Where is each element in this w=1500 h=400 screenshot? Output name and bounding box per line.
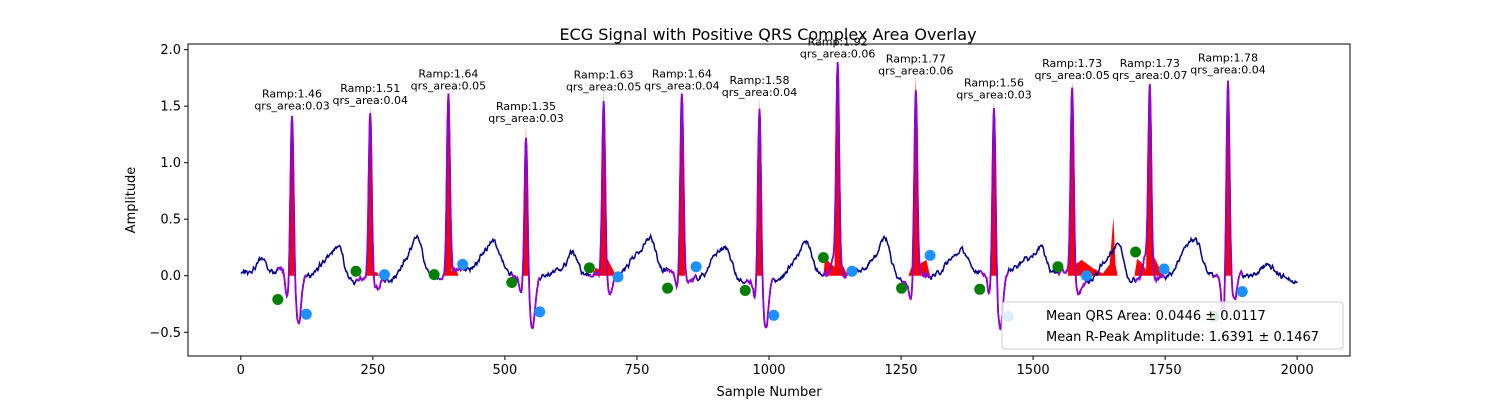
- x-tick-label: 1750: [1149, 363, 1182, 378]
- y-axis-label: Amplitude: [124, 167, 139, 234]
- qrs-area-fill: [678, 90, 685, 276]
- qrs-area-annotation: qrs_area:0.05: [566, 80, 641, 93]
- legend-entry-qrs-area: Mean QRS Area: 0.0446 ± 0.0117: [1046, 309, 1266, 324]
- x-axis-label: Sample Number: [716, 385, 822, 400]
- qrs-offset-marker: [300, 308, 312, 320]
- qrs-onset-marker: [739, 284, 751, 296]
- r-amp-annotation: Ramp:1.35: [496, 100, 556, 113]
- qrs-area-annotation: qrs_area:0.03: [488, 112, 563, 125]
- qrs-offset-marker: [690, 261, 702, 273]
- x-tick-label: 250: [360, 363, 385, 378]
- x-axis: 0 250 500 750 1000 1250 1500 1750 2000: [237, 356, 1314, 378]
- qrs-area-annotation: qrs_area:0.03: [956, 88, 1031, 101]
- qrs-segment: [1134, 84, 1165, 285]
- r-amp-annotation: Ramp:1.92: [808, 36, 868, 49]
- r-amp-annotation: Ramp:1.77: [886, 53, 946, 66]
- qrs-onset-marker: [583, 262, 595, 274]
- qrs-segment: [276, 116, 307, 325]
- qrs-offset-marker: [612, 271, 624, 283]
- qrs-area-annotation: qrs_area:0.04: [332, 94, 407, 107]
- y-tick-label: 0.5: [160, 213, 181, 228]
- qrs-onset-marker: [662, 282, 674, 294]
- qrs-area-annotation: qrs_area:0.05: [1034, 69, 1109, 82]
- r-amp-annotation: Ramp:1.51: [340, 82, 400, 95]
- legend-entry-r-peak-amplitude: Mean R-Peak Amplitude: 1.6391 ± 0.1467: [1046, 330, 1319, 345]
- qrs-area-annotation: qrs_area:0.03: [254, 100, 329, 113]
- qrs-offset-marker: [768, 309, 780, 321]
- qrs-onset-marker: [350, 265, 362, 277]
- beat-annotations: Ramp:1.46qrs_area:0.03Ramp:1.51qrs_area:…: [254, 36, 1265, 125]
- qrs-area-fill: [592, 91, 616, 276]
- x-tick-label: 750: [625, 363, 650, 378]
- qrs-onset-marker: [896, 282, 908, 294]
- qrs-offset-marker: [846, 265, 858, 277]
- y-tick-label: 2.0: [160, 43, 181, 58]
- x-tick-label: 1250: [884, 363, 917, 378]
- qrs-area-annotation: qrs_area:0.07: [1112, 69, 1187, 82]
- qrs-area-annotation: qrs_area:0.04: [722, 86, 797, 99]
- qrs-area-fill: [823, 58, 849, 276]
- r-amp-annotation: Ramp:1.58: [729, 74, 789, 87]
- qrs-area-annotation: qrs_area:0.04: [1190, 64, 1265, 77]
- qrs-onset-marker: [1130, 246, 1142, 258]
- qrs-segment: [979, 107, 1010, 331]
- qrs-offset-marker: [1158, 263, 1170, 275]
- r-amp-annotation: Ramp:1.73: [1120, 57, 1180, 70]
- qrs-offset-marker: [1236, 286, 1248, 298]
- r-amp-annotation: Ramp:1.56: [964, 76, 1024, 89]
- qrs-segment: [355, 113, 386, 291]
- qrs-segment: [666, 93, 697, 291]
- qrs-segment: [589, 101, 619, 296]
- qrs-offset-marker: [378, 269, 390, 281]
- r-amp-annotation: Ramp:1.64: [418, 67, 478, 80]
- qrs-offset-marker: [457, 258, 469, 270]
- y-tick-label: 0.0: [160, 269, 181, 284]
- qrs-offset-marker: [534, 306, 546, 318]
- r-amp-annotation: Ramp:1.63: [574, 68, 634, 81]
- qrs-area-annotation: qrs_area:0.04: [644, 79, 719, 92]
- qrs-segment: [433, 93, 464, 281]
- qrs-segment: [1212, 80, 1244, 317]
- y-axis: −0.5 0.0 0.5 1.0 1.5 2.0: [149, 43, 188, 341]
- y-tick-label: −0.5: [149, 326, 181, 341]
- x-tick-label: 0: [237, 363, 245, 378]
- qrs-area-annotation: qrs_area:0.05: [411, 79, 486, 92]
- qrs-segment: [510, 137, 541, 330]
- r-amp-annotation: Ramp:1.78: [1198, 52, 1258, 65]
- r-amp-annotation: Ramp:1.64: [652, 67, 712, 80]
- qrs-area-annotation: qrs_area:0.06: [878, 65, 953, 78]
- qrs-segment: [744, 108, 774, 329]
- qrs-offset-marker: [924, 249, 936, 261]
- qrs-onset-marker: [506, 277, 518, 289]
- y-tick-label: 1.0: [160, 156, 181, 171]
- qrs-area-fill: [1068, 80, 1118, 276]
- x-tick-label: 1000: [752, 363, 785, 378]
- r-amp-annotation: Ramp:1.73: [1042, 57, 1102, 70]
- qrs-onset-marker: [974, 283, 986, 295]
- qrs-area-fill: [289, 110, 295, 276]
- x-tick-label: 2000: [1281, 363, 1314, 378]
- y-tick-label: 1.5: [160, 100, 181, 115]
- legend: Mean QRS Area: 0.0446 ± 0.0117 Mean R-Pe…: [1001, 301, 1344, 350]
- chart-title: ECG Signal with Positive QRS Complex Are…: [559, 25, 976, 44]
- qrs-area-annotation: qrs_area:0.06: [800, 48, 875, 61]
- qrs-offset-marker: [1080, 270, 1092, 282]
- legend-box: [1001, 301, 1344, 350]
- onset-offset-markers: [272, 246, 1248, 322]
- qrs-onset-marker: [428, 269, 440, 281]
- r-amp-annotation: Ramp:1.46: [262, 88, 322, 101]
- qrs-onset-marker: [272, 293, 284, 305]
- x-tick-label: 500: [492, 363, 517, 378]
- qrs-onset-marker: [1052, 261, 1064, 273]
- x-tick-label: 1500: [1017, 363, 1050, 378]
- qrs-onset-marker: [817, 252, 829, 264]
